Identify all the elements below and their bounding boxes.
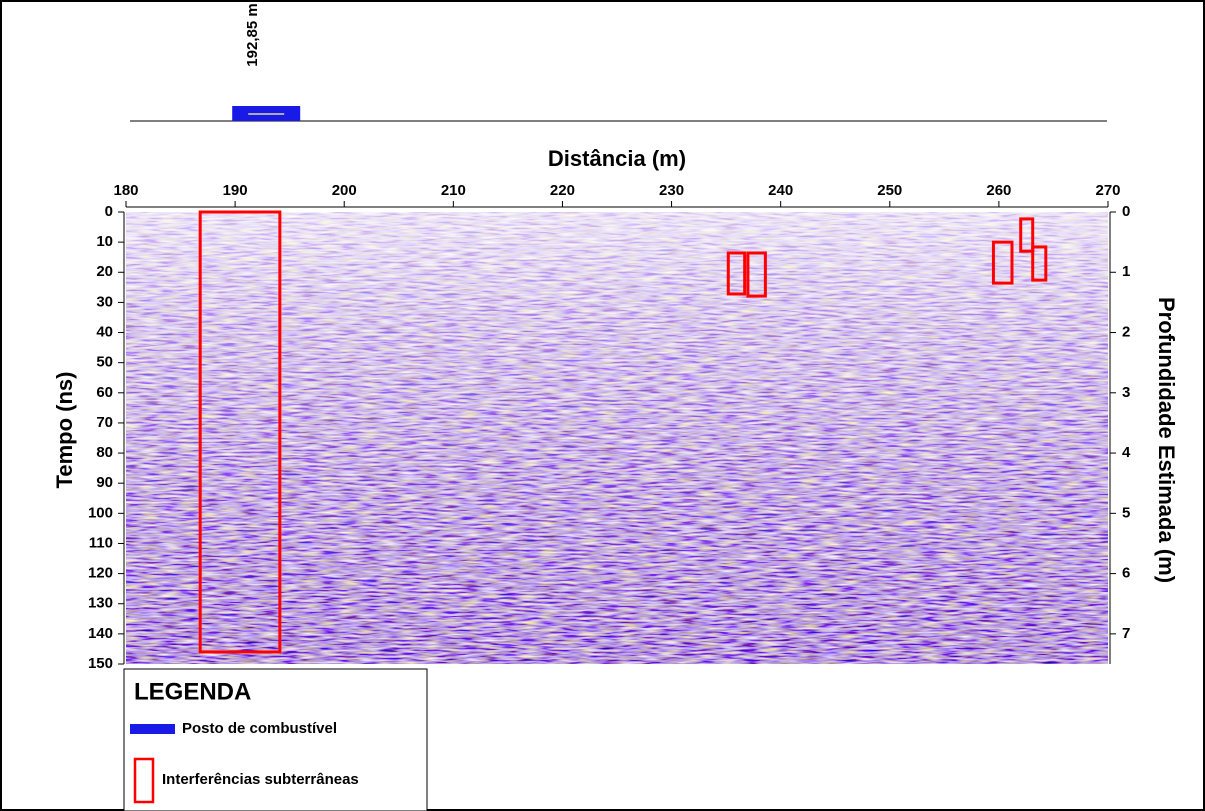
y-tick-label: 70 — [96, 414, 113, 431]
y-tick-label: 120 — [88, 565, 113, 582]
y-tick-label: 10 — [96, 233, 113, 250]
x-tick-label: 220 — [550, 182, 575, 199]
y-tick-label: 130 — [88, 595, 113, 612]
y2-tick-label: 2 — [1122, 324, 1130, 341]
interference-box — [991, 240, 1014, 285]
y-tick-label: 0 — [105, 203, 113, 220]
y-tick-label: 90 — [96, 474, 113, 491]
interference-box — [1031, 245, 1048, 282]
y-tick-label: 30 — [96, 293, 113, 310]
y-tick-label: 50 — [96, 354, 113, 371]
y2-axis-title: Profundidade Estimada (m) — [1154, 297, 1179, 583]
interference-box — [726, 251, 747, 296]
y-axis-title: Tempo (ns) — [52, 372, 77, 489]
y2-tick-label: 1 — [1122, 263, 1130, 280]
legend-label: Interferências subterrâneas — [162, 771, 359, 788]
y2-tick-label: 5 — [1122, 504, 1130, 521]
legend-swatch-fuel — [130, 724, 175, 734]
legend-label: Posto de combustível — [182, 720, 337, 737]
x-tick-label: 200 — [332, 182, 357, 199]
interference-box — [1019, 217, 1035, 253]
y2-tick-label: 6 — [1122, 565, 1130, 582]
x-tick-label: 240 — [768, 182, 793, 199]
y-tick-label: 20 — [96, 263, 113, 280]
x-tick-label: 250 — [877, 182, 902, 199]
x-tick-label: 180 — [113, 182, 138, 199]
y-tick-label: 60 — [96, 384, 113, 401]
y2-tick-label: 4 — [1122, 444, 1131, 461]
interference-box — [746, 251, 767, 298]
fuel-station-label: 192,85 m — [244, 3, 261, 66]
y-tick-label: 80 — [96, 444, 113, 461]
y2-tick-label: 0 — [1122, 203, 1130, 220]
y-tick-label: 140 — [88, 625, 113, 642]
legend-title: LEGENDA — [134, 678, 251, 705]
x-axis-title: Distância (m) — [548, 146, 686, 171]
y2-tick-label: 7 — [1122, 625, 1130, 642]
y2-tick-label: 3 — [1122, 384, 1130, 401]
y-tick-label: 100 — [88, 504, 113, 521]
x-tick-label: 260 — [986, 182, 1011, 199]
legend-box — [123, 668, 428, 811]
x-tick-label: 230 — [659, 182, 684, 199]
legend-swatch-interference — [133, 757, 155, 804]
radargram-fade — [126, 212, 1108, 664]
y-tick-label: 40 — [96, 324, 113, 341]
interference-box — [198, 210, 282, 654]
x-tick-label: 190 — [223, 182, 248, 199]
x-tick-label: 210 — [441, 182, 466, 199]
y-tick-label: 150 — [88, 655, 113, 672]
y-tick-label: 110 — [89, 534, 113, 551]
x-tick-label: 270 — [1095, 182, 1120, 199]
